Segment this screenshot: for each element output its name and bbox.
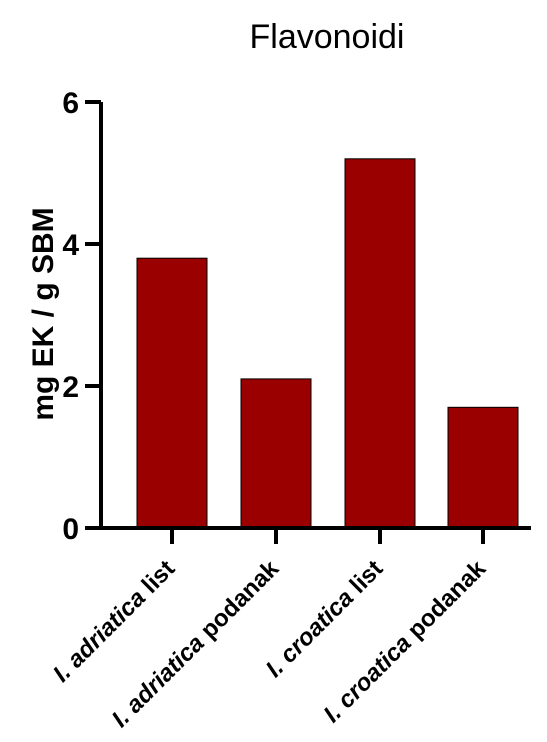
x-tick-label-species: I. croatica <box>318 630 416 728</box>
y-tick-label: 0 <box>62 513 79 546</box>
x-tick-label-species: I. adriatica <box>107 630 210 733</box>
x-tick-label: I. adriatica podanak <box>107 555 285 733</box>
chart-title: Flavonoidi <box>250 18 405 56</box>
x-tick-label-species: I. croatica <box>261 584 359 682</box>
x-tick-label-part: podanak <box>191 555 285 649</box>
bar-1 <box>136 257 208 529</box>
bar-2 <box>240 378 312 529</box>
bar-3 <box>344 158 416 529</box>
y-tick-label: 6 <box>62 87 79 120</box>
y-tick-label: 2 <box>62 371 79 404</box>
y-axis-label: mg EK / g SBM <box>27 207 60 420</box>
bars-group <box>136 158 519 529</box>
y-tick-label: 4 <box>62 229 79 262</box>
bar-4 <box>447 406 519 529</box>
x-tick-label-part: podanak <box>398 555 492 649</box>
y-ticks-group: 0 2 4 6 <box>62 87 101 546</box>
x-tick-label-species: I. adriatica <box>48 584 151 687</box>
